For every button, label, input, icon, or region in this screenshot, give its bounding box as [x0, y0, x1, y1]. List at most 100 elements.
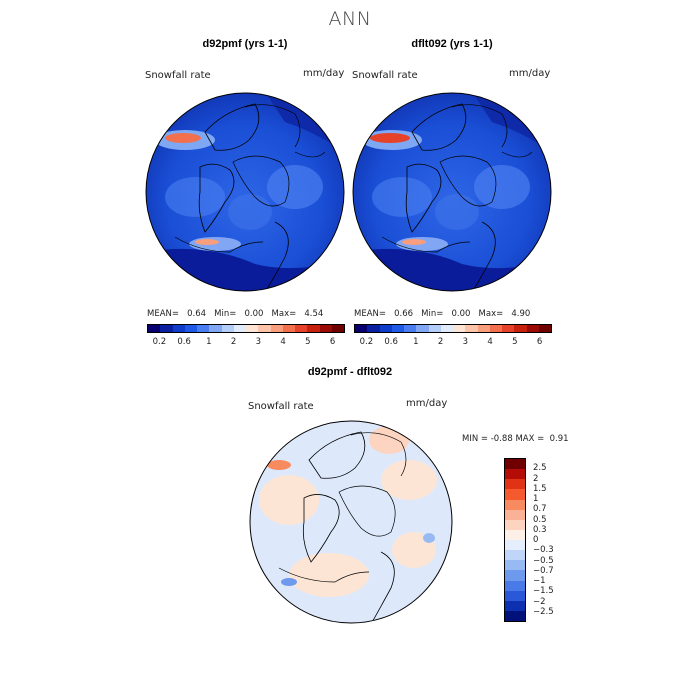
colorbar-swatch [428, 325, 441, 332]
colorbar-swatch [465, 325, 478, 332]
colorbar-swatch [526, 325, 539, 332]
panel-2-stats: MEAN= 0.66 Min= 0.00 Max= 4.90 [354, 309, 530, 319]
colorbar-tick-label: 3 [462, 337, 469, 347]
colorbar-tick-label: 0.6 [177, 337, 191, 347]
diff-max-value: 0.91 [549, 434, 569, 444]
colorbar-swatch [270, 325, 283, 332]
colorbar-swatch [505, 529, 525, 540]
diff-polar-map [249, 420, 453, 624]
colorbar-swatch [319, 325, 332, 332]
colorbar-tick-label: 6 [536, 337, 543, 347]
colorbar-swatch [307, 325, 320, 332]
colorbar-tick-label: 0.5 [533, 514, 547, 525]
colorbar-swatch [505, 540, 525, 551]
coastline [308, 431, 366, 479]
panel-1-min-label: Min= [214, 309, 237, 319]
colorbar-tick-label: −0.5 [533, 555, 554, 566]
colorbar-tick-label: −1.5 [533, 586, 554, 597]
panel-2-mean-value: 0.66 [394, 309, 414, 319]
coastline [302, 494, 340, 563]
colorbar-swatch [505, 479, 525, 490]
colorbar-swatch [502, 325, 515, 332]
colorbar-swatch [355, 325, 368, 332]
positive-difference-region [289, 553, 369, 597]
colorbar-swatch [172, 325, 185, 332]
max-snowfall-spot [165, 133, 201, 143]
mid-snowfall-region [165, 177, 225, 217]
mid-snowfall-region [267, 165, 323, 209]
map-boundary [145, 92, 345, 292]
diff-units-label: mm/day [406, 398, 448, 409]
colorbar-swatch [282, 325, 295, 332]
colorbar-swatch [416, 325, 429, 332]
colorbar-tick-label: 2 [230, 337, 237, 347]
panel-1-colorbar-ticks: 0.2 0.6 1 2 3 4 5 6 [147, 337, 345, 349]
coastline [198, 163, 235, 233]
mid-snowfall-region [474, 165, 530, 209]
panel-1-stats: MEAN= 0.64 Min= 0.00 Max= 4.54 [147, 309, 323, 319]
colorbar-swatch [505, 610, 525, 621]
colorbar-tick-label: 1 [206, 337, 212, 347]
panel-2-field-label: Snowfall rate [352, 70, 418, 81]
coastline [338, 485, 396, 537]
panel-2-max-value: 4.90 [511, 309, 531, 319]
colorbar-tick-label: 1.5 [533, 483, 547, 494]
colorbar-tick-label: 5 [512, 337, 518, 347]
max-snowfall-spot [402, 239, 426, 245]
colorbar-swatch [505, 570, 525, 581]
diff-colorbar [504, 458, 526, 622]
colorbar-tick-label: 0.2 [359, 337, 374, 347]
colorbar-tick-label: −2.5 [533, 606, 554, 617]
panel-1-max-value: 4.54 [304, 309, 324, 319]
colorbar-swatch [505, 489, 525, 500]
colorbar-swatch [233, 325, 246, 332]
coastline [405, 163, 442, 233]
panel-1-max-label: Max= [271, 309, 297, 319]
colorbar-tick-label: 0.2 [152, 337, 167, 347]
diff-max-label: MAX = [515, 434, 545, 444]
colorbar-swatch [246, 325, 259, 332]
diff-stats: MIN = -0.88 MAX = 0.91 [462, 434, 569, 444]
colorbar-swatch [391, 325, 404, 332]
colorbar-tick-label: 0.3 [533, 524, 547, 535]
colorbar-swatch [379, 325, 392, 332]
max-snowfall-spot [370, 133, 410, 143]
colorbar-tick-label: 0.7 [533, 504, 547, 515]
colorbar-swatch [505, 590, 525, 601]
map-boundary [352, 92, 552, 292]
colorbar-swatch [331, 325, 344, 332]
panel-2-title: dflt092 (yrs 1-1) [411, 38, 493, 50]
colorbar-tick-label: 2 [533, 473, 539, 484]
colorbar-swatch [505, 499, 525, 510]
coastline [232, 155, 290, 207]
mid-snowfall-region [372, 177, 432, 217]
diff-field-label: Snowfall rate [248, 401, 314, 412]
colorbar-swatch [453, 325, 466, 332]
colorbar-swatch [367, 325, 380, 332]
panel-2-min-value: 0.00 [451, 309, 471, 319]
panel-2-colorbar [354, 324, 552, 333]
diff-min-label: MIN = [462, 434, 489, 444]
panel-2-polar-map [352, 92, 552, 292]
colorbar-tick-label: 1 [533, 494, 539, 504]
mid-snowfall-region [228, 194, 272, 230]
colorbar-tick-label: 0 [533, 535, 539, 545]
colorbar-tick-label: −0.7 [533, 565, 554, 576]
coastline [411, 103, 467, 151]
coastline [501, 151, 533, 158]
colorbar-tick-label: 2.5 [533, 463, 547, 474]
coastline [244, 104, 301, 148]
panel-1-units-label: mm/day [303, 68, 345, 79]
coastline [350, 432, 407, 477]
colorbar-swatch [538, 325, 551, 332]
positive-difference-region [381, 460, 437, 500]
panel-2-max-label: Max= [478, 309, 504, 319]
colorbar-tick-label: −0.3 [533, 545, 554, 556]
colorbar-swatch [505, 600, 525, 611]
colorbar-swatch [489, 325, 502, 332]
panel-1-field-label: Snowfall rate [145, 70, 211, 81]
max-snowfall-spot [195, 239, 219, 245]
panel-1-polar-map [145, 92, 345, 292]
coastline [294, 151, 326, 158]
colorbar-swatch [148, 325, 161, 332]
